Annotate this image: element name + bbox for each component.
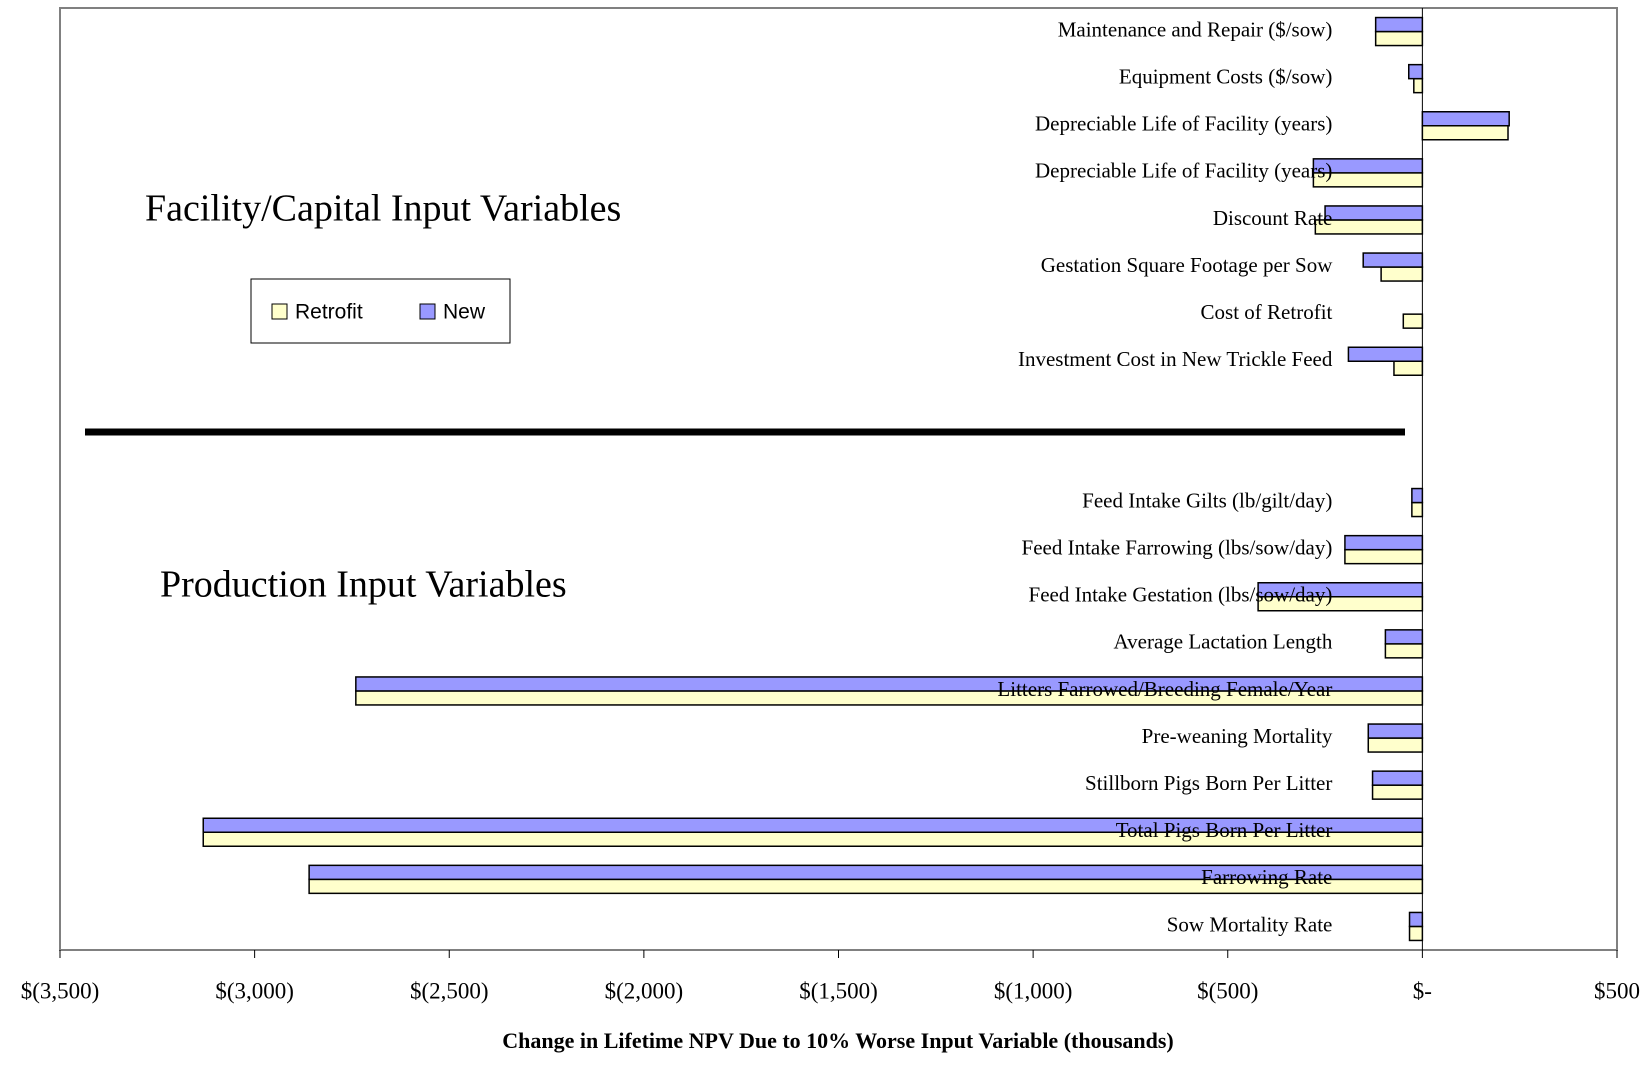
category-label: Litters Farrowed/Breeding Female/Year [997,677,1332,701]
category-label: Cost of Retrofit [1201,300,1333,324]
category-label: Farrowing Rate [1201,865,1332,889]
x-tick-label: $(1,500) [799,978,878,1003]
legend-swatch [419,303,436,320]
category-label: Pre-weaning Mortality [1142,724,1333,748]
bar [1362,252,1424,268]
legend-label: Retrofit [295,301,363,324]
category-label: Feed Intake Farrowing (lbs/sow/day) [1022,535,1333,559]
category-label: Stillborn Pigs Born Per Litter [1085,771,1332,795]
annotation: Facility/Capital Input Variables [145,188,621,230]
x-tick-label: $(3,000) [215,978,294,1003]
bar [1374,16,1424,33]
category-label: Depreciable Life of Facility (years) [1035,112,1332,136]
bar [1402,313,1424,329]
plot-frame [59,7,1618,951]
bar [308,864,1424,881]
bar [1393,360,1424,376]
category-label: Total Pigs Born Per Litter [1116,818,1333,842]
bar [1384,643,1424,659]
bar [1413,77,1424,94]
bar [1367,737,1424,753]
category-label: Equipment Costs ($/sow) [1119,64,1333,88]
bar [1408,925,1424,942]
bar [1371,784,1424,800]
category-label: Gestation Square Footage per Sow [1041,253,1333,277]
annotation: Production Input Variables [160,564,567,606]
x-tick-label: $(2,000) [605,978,684,1003]
x-tick-label: $(500) [1197,978,1258,1003]
bar [1384,629,1424,645]
bar [1408,911,1424,928]
x-tick-label: $(1,000) [994,978,1073,1003]
bar [1347,346,1424,362]
bar [1324,205,1424,221]
x-tick-label: $- [1413,978,1432,1003]
bar [1380,266,1424,282]
legend-box [250,278,511,344]
bar [1367,723,1424,739]
bar [1371,770,1424,786]
category-label: Discount Rate [1213,206,1333,230]
bar [1411,501,1424,518]
category-label: Feed Intake Gestation (lbs/sow/day) [1029,583,1333,607]
category-label: Investment Cost in New Trickle Feed [1018,347,1333,371]
bar [355,676,1424,692]
bar [1421,111,1510,127]
x-axis-title: Change in Lifetime NPV Due to 10% Worse … [502,1028,1173,1053]
category-label: Depreciable Life of Facility (years) [1035,159,1332,183]
bar [1408,63,1424,80]
bar [1257,582,1424,598]
bar [1374,30,1424,47]
bar [1312,158,1424,174]
x-tick-label: $500 [1594,978,1640,1003]
category-label: Average Lactation Length [1114,630,1333,654]
category-label: Sow Mortality Rate [1167,912,1333,936]
bar [1421,125,1509,141]
legend-swatch [271,303,288,320]
x-tick-label: $(3,500) [21,978,100,1003]
bar [202,817,1424,833]
category-label: Maintenance and Repair ($/sow) [1058,17,1333,41]
bar [1344,548,1424,565]
bar [1344,534,1424,551]
bar [1411,487,1424,504]
legend-label: New [443,301,486,324]
category-label: Feed Intake Gilts (lb/gilt/day) [1082,488,1332,512]
x-tick-label: $(2,500) [410,978,489,1003]
